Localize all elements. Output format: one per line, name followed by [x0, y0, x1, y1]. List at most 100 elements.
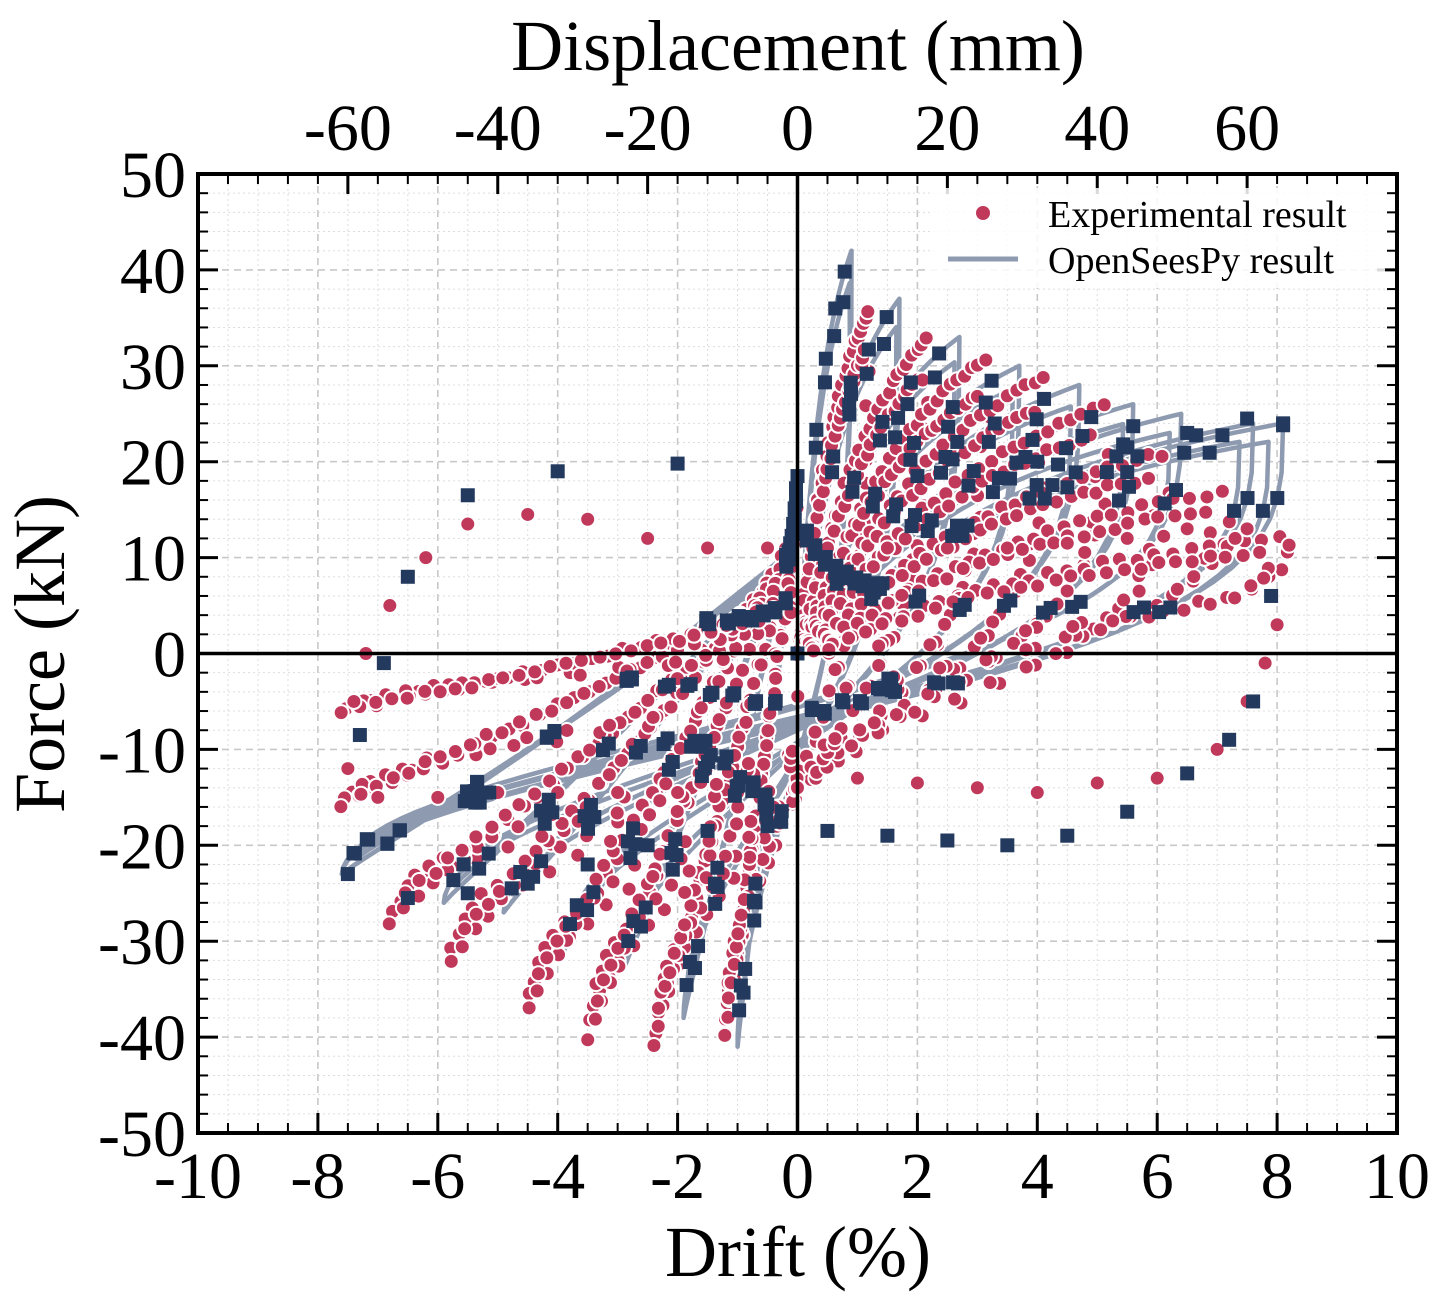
opensees-point [660, 731, 675, 746]
experimental-point [682, 897, 700, 915]
opensees-point [827, 329, 842, 344]
experimental-point [1268, 616, 1286, 634]
experimental-point [1148, 769, 1166, 787]
experimental-point [510, 713, 528, 731]
experimental-point [332, 704, 350, 722]
opensees-point [872, 581, 887, 596]
opensees-point [513, 865, 528, 880]
experimental-point [742, 812, 760, 830]
x2-tick-label: 20 [914, 92, 980, 165]
opensees-point [908, 508, 923, 523]
opensees-point [955, 528, 970, 543]
x2-tick-label: -20 [604, 92, 692, 165]
opensees-point [889, 497, 904, 512]
experimental-point [587, 870, 605, 888]
experimental-point [490, 882, 508, 900]
experimental-point [398, 689, 416, 707]
opensees-point [1051, 457, 1066, 472]
experimental-point [416, 682, 434, 700]
experimental-point [626, 703, 644, 721]
experimental-point [533, 827, 551, 845]
experimental-point [1197, 503, 1215, 521]
opensees-point [392, 823, 407, 838]
experimental-point [1047, 571, 1065, 589]
experimental-point [1017, 622, 1035, 640]
opensees-point [1120, 465, 1135, 480]
experimental-point [710, 711, 728, 729]
experimental-point [519, 505, 537, 523]
experimental-point [431, 683, 449, 701]
experimental-point [667, 653, 685, 671]
experimental-point [716, 1026, 734, 1044]
experimental-point [600, 766, 618, 784]
opensees-point [710, 879, 725, 894]
experimental-point [732, 906, 750, 924]
opensees-point [877, 337, 892, 352]
opensees-point [1037, 491, 1052, 506]
experimental-point [826, 730, 844, 748]
experimental-point [526, 785, 544, 803]
opensees-point [700, 823, 715, 838]
opensees-point [900, 397, 915, 412]
opensees-point [446, 873, 461, 888]
opensees-point [908, 594, 923, 609]
experimental-point [773, 630, 791, 648]
opensees-point [1270, 491, 1285, 506]
experimental-point [1175, 601, 1193, 619]
experimental-point [608, 804, 626, 822]
experimental-point [483, 818, 501, 836]
experimental-point [670, 632, 688, 650]
opensees-point [347, 846, 362, 861]
experimental-point [1013, 540, 1031, 558]
opensees-point [844, 386, 859, 401]
experimental-point [692, 699, 710, 717]
opensees-point [945, 400, 960, 415]
opensees-point [779, 559, 794, 574]
opensees-point [460, 886, 475, 901]
opensees-point [817, 375, 832, 390]
x2-tick-label: 0 [781, 92, 814, 165]
experimental-point [759, 722, 777, 740]
opensees-point [626, 914, 641, 929]
opensees-point [665, 755, 680, 770]
experimental-point [644, 868, 662, 886]
experimental-point [1155, 527, 1173, 545]
experimental-point [739, 754, 757, 772]
opensees-point [705, 685, 720, 700]
opensees-point [859, 366, 874, 381]
experimental-point [1097, 564, 1115, 582]
experimental-point [1130, 582, 1148, 600]
opensees-point [1152, 605, 1167, 620]
opensees-point [520, 876, 535, 891]
opensees-point [472, 861, 487, 876]
experimental-point [543, 702, 561, 720]
experimental-point [620, 880, 638, 898]
opensees-point [1180, 425, 1195, 440]
legend-label-experimental: Experimental result [1048, 194, 1347, 236]
opensees-point [1126, 605, 1141, 620]
y-tick-label: 40 [120, 235, 186, 308]
opensees-point [1036, 605, 1051, 620]
opensees-point [910, 469, 925, 484]
experimental-point [740, 828, 758, 846]
opensees-point [924, 513, 939, 528]
experimental-point [719, 989, 737, 1007]
experimental-point [446, 743, 464, 761]
experimental-point [741, 848, 759, 866]
opensees-point [481, 846, 496, 861]
experimental-point [946, 690, 964, 708]
opensees-point [1030, 454, 1045, 469]
experimental-point [682, 656, 700, 674]
x-tick-label: 0 [781, 1140, 814, 1213]
opensees-point [534, 803, 549, 818]
opensees-point [985, 485, 1000, 500]
opensees-point [1227, 503, 1242, 518]
y-tick-label: -10 [98, 714, 186, 787]
experimental-point [668, 802, 686, 820]
opensees-point [1002, 471, 1017, 486]
opensees-point [537, 816, 552, 831]
opensees-point [940, 833, 955, 848]
opensees-point [587, 809, 602, 824]
opensees-point [1222, 732, 1237, 747]
